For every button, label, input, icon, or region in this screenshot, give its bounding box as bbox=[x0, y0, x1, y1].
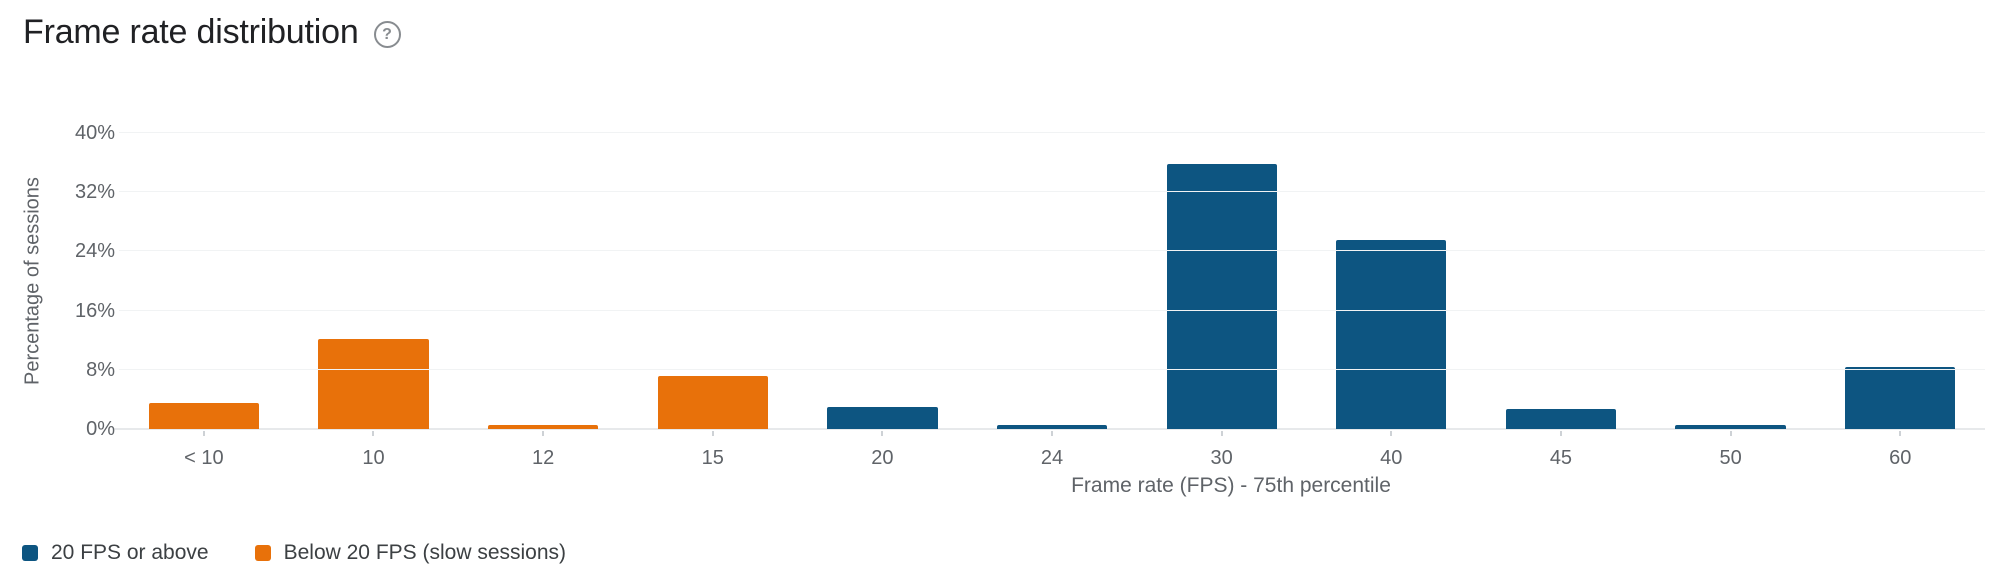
gridline-8 bbox=[119, 368, 1985, 370]
y-tick-label: 24% bbox=[74, 240, 115, 263]
x-tick-mark bbox=[711, 431, 714, 436]
y-tick-label: 40% bbox=[74, 122, 115, 144]
bar-slot bbox=[1476, 133, 1646, 436]
x-tick-mark bbox=[881, 431, 884, 436]
bar-40[interactable] bbox=[1336, 240, 1447, 429]
x-tick-mark bbox=[1051, 431, 1054, 436]
x-tick-mark bbox=[1899, 431, 1902, 436]
chart-header: Frame rate distribution ? bbox=[23, 12, 401, 52]
gridline-40 bbox=[119, 132, 1985, 133]
bar-slot bbox=[628, 133, 798, 436]
bar-slot bbox=[119, 133, 289, 436]
gridline-32 bbox=[119, 191, 1985, 193]
x-tick-mark bbox=[372, 431, 375, 436]
x-axis-baseline bbox=[113, 428, 1985, 430]
gridline-16 bbox=[119, 309, 1985, 311]
x-tick-label: < 10 bbox=[184, 447, 224, 469]
bar-50[interactable] bbox=[1675, 425, 1786, 429]
bar-10[interactable] bbox=[318, 338, 429, 429]
legend-item-above-20fps: 20 FPS or above bbox=[22, 541, 209, 565]
x-tick-labels: < 10 10 12 15 20 24 30 40 45 50 60 bbox=[119, 447, 1985, 470]
bar-24[interactable] bbox=[996, 425, 1108, 429]
legend-item-below-20fps: Below 20 FPS (slow sessions) bbox=[254, 541, 567, 565]
y-tick-label: 8% bbox=[86, 358, 115, 381]
legend-swatch-blue bbox=[22, 545, 38, 561]
bars-container bbox=[119, 133, 1985, 436]
x-tick-label: 40 bbox=[1380, 447, 1403, 469]
bar-slot bbox=[1137, 133, 1307, 436]
bar-60[interactable] bbox=[1845, 366, 1956, 429]
x-tick-label: 50 bbox=[1719, 447, 1742, 469]
help-icon[interactable]: ? bbox=[373, 21, 401, 48]
bar-slot bbox=[1646, 133, 1816, 436]
x-tick-mark bbox=[202, 431, 205, 436]
legend: 20 FPS or above Below 20 FPS (slow sessi… bbox=[22, 541, 566, 565]
legend-swatch-orange bbox=[254, 545, 271, 561]
legend-label: Below 20 FPS (slow sessions) bbox=[283, 541, 567, 564]
x-tick-label: 15 bbox=[701, 447, 724, 469]
bar-slot bbox=[1815, 133, 1985, 436]
bar-30[interactable] bbox=[1166, 164, 1277, 429]
x-tick-label: 45 bbox=[1549, 447, 1573, 469]
x-tick-mark bbox=[1729, 431, 1732, 436]
x-tick-mark bbox=[1559, 431, 1562, 436]
bar-slot bbox=[458, 133, 628, 436]
legend-label: 20 FPS or above bbox=[51, 541, 209, 564]
x-tick-mark bbox=[1390, 431, 1393, 436]
y-tick-label: 32% bbox=[74, 181, 115, 204]
x-tick-label: 24 bbox=[1040, 447, 1064, 469]
x-axis-title: Frame rate (FPS) - 75th percentile bbox=[1071, 474, 1391, 497]
gridline-24 bbox=[119, 250, 1985, 252]
x-tick-label: 10 bbox=[362, 447, 385, 469]
page-title: Frame rate distribution bbox=[23, 13, 359, 51]
bar-slot bbox=[798, 133, 968, 436]
bar-15[interactable] bbox=[657, 375, 768, 429]
bar-12[interactable] bbox=[487, 425, 599, 429]
bar-20[interactable] bbox=[827, 406, 938, 429]
x-tick-label: 20 bbox=[871, 447, 894, 469]
bar-slot bbox=[967, 133, 1137, 436]
y-tick-label: 0% bbox=[86, 418, 115, 440]
x-tick-label: 30 bbox=[1210, 447, 1233, 469]
x-tick-mark bbox=[1220, 431, 1223, 436]
bar-<10[interactable] bbox=[148, 403, 259, 429]
bar-slot bbox=[289, 133, 459, 436]
y-tick-label: 16% bbox=[74, 299, 115, 322]
y-axis-title: Percentage of sessions bbox=[21, 177, 44, 385]
plot-area bbox=[113, 132, 1985, 436]
x-tick-mark bbox=[542, 431, 545, 436]
x-tick-label: 12 bbox=[531, 447, 555, 469]
x-tick-label: 60 bbox=[1889, 447, 1912, 469]
bar-slot bbox=[1306, 133, 1476, 436]
bar-45[interactable] bbox=[1505, 409, 1617, 429]
